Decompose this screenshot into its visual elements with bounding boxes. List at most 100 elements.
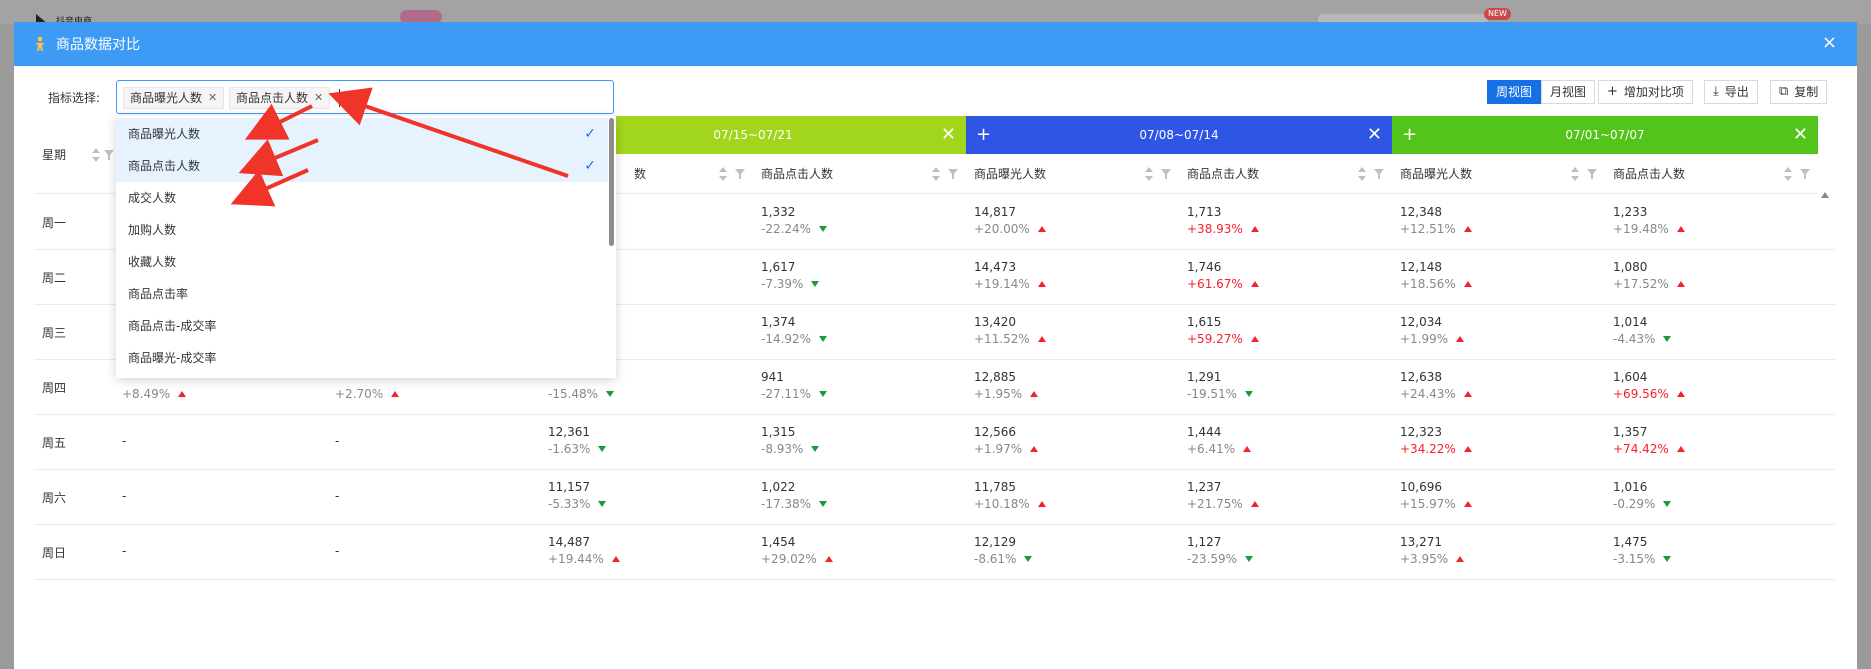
export-button[interactable]: ⤓ 导出 xyxy=(1704,80,1758,104)
week-view-button[interactable]: 周视图 xyxy=(1487,80,1542,104)
row-divider xyxy=(34,579,1835,580)
column-header-label: 商品点击人数 xyxy=(1613,167,1686,181)
cell-value: 12,034 xyxy=(1400,315,1442,329)
dropdown-option-label: 商品点击率 xyxy=(128,287,189,301)
download-icon: ⤓ xyxy=(1713,84,1719,99)
copy-button[interactable]: ⧉ 复制 xyxy=(1770,80,1828,104)
dropdown-option[interactable]: 商品曝光人数 ✓ xyxy=(116,118,608,150)
period-label: 07/08~07/14 xyxy=(1139,128,1219,142)
chip-remove-icon[interactable]: ✕ xyxy=(314,91,324,104)
cell-value: 1,233 xyxy=(1613,205,1648,219)
trend-up-icon xyxy=(1676,281,1685,287)
close-icon[interactable]: ✕ xyxy=(1366,124,1382,145)
filter-icon[interactable] xyxy=(1800,169,1810,179)
cell-change-value: +59.27% xyxy=(1187,332,1243,346)
column-header-label: 数 xyxy=(634,167,647,181)
close-icon[interactable]: ✕ xyxy=(940,124,956,145)
trend-up-icon xyxy=(1250,281,1259,287)
month-view-button[interactable]: 月视图 xyxy=(1541,80,1596,104)
trend-down-icon xyxy=(1663,556,1672,562)
cell-value: 1,014 xyxy=(1613,315,1648,329)
close-icon[interactable]: ✕ xyxy=(1792,124,1808,145)
trend-down-icon xyxy=(811,446,820,452)
cell-change: -22.24% xyxy=(761,220,828,238)
filter-icon[interactable] xyxy=(104,150,114,160)
cell-change-value: +18.56% xyxy=(1400,277,1456,291)
cell-change: -5.33% xyxy=(548,495,607,513)
view-toggle: 周视图 月视图 xyxy=(1487,80,1596,104)
data-cell: 1,016 -0.29% xyxy=(1613,479,1672,513)
dropdown-scrollbar[interactable] xyxy=(609,118,614,246)
plus-icon[interactable]: + xyxy=(976,124,992,145)
period-label: 07/15~07/21 xyxy=(713,128,793,142)
row-divider xyxy=(34,249,1835,250)
sort-icon[interactable] xyxy=(719,167,727,181)
dropdown-option[interactable]: 商品曝光-成交率 xyxy=(116,342,608,374)
check-icon: ✓ xyxy=(584,126,596,142)
dropdown-option[interactable]: 商品点击-成交率 xyxy=(116,310,608,342)
cell-value: 1,332 xyxy=(761,205,796,219)
filter-icon[interactable] xyxy=(1161,169,1171,179)
filter-icon[interactable] xyxy=(948,169,958,179)
data-cell: 1,444 +6.41% xyxy=(1187,424,1252,458)
metric-select-input[interactable]: 商品曝光人数 ✕ 商品点击人数 ✕ xyxy=(116,80,614,114)
dropdown-option[interactable]: 加购人数 xyxy=(116,214,608,246)
empty-cell: - xyxy=(122,489,127,503)
data-cell: 1,022 -17.38% xyxy=(761,479,828,513)
cell-change: +1.99% xyxy=(1400,330,1465,348)
trend-up-icon xyxy=(1676,226,1685,232)
cell-change-value: -1.63% xyxy=(548,442,591,456)
filter-icon[interactable] xyxy=(735,169,745,179)
column-header: 商品曝光人数 xyxy=(966,154,1179,194)
add-compare-button[interactable]: + 增加对比项 xyxy=(1598,80,1693,104)
close-icon[interactable]: × xyxy=(1821,32,1837,53)
cell-change-value: +1.95% xyxy=(974,387,1023,401)
trend-up-icon xyxy=(1676,391,1685,397)
filter-icon[interactable] xyxy=(1374,169,1384,179)
cell-change-value: +74.42% xyxy=(1613,442,1669,456)
cell-change-value: +29.02% xyxy=(761,552,817,566)
column-header: 商品点击人数 xyxy=(1605,154,1818,194)
trend-up-icon xyxy=(1456,336,1465,342)
sort-icon[interactable] xyxy=(92,148,100,162)
data-cell: 12,034 +1.99% xyxy=(1400,314,1465,348)
dropdown-option[interactable]: 商品点击人数 ✓ xyxy=(116,150,608,182)
trend-up-icon xyxy=(391,391,400,397)
plus-icon: + xyxy=(1607,84,1618,99)
cell-change-value: +1.99% xyxy=(1400,332,1449,346)
trend-down-icon xyxy=(606,391,615,397)
trend-down-icon xyxy=(1663,336,1672,342)
cell-change: -0.29% xyxy=(1613,495,1672,513)
cell-change: -4.43% xyxy=(1613,330,1672,348)
filter-icon[interactable] xyxy=(1587,169,1597,179)
cell-change-value: -27.11% xyxy=(761,387,812,401)
dropdown-option-label: 商品曝光人数 xyxy=(128,127,201,141)
person-icon xyxy=(34,36,48,52)
cell-value: 12,566 xyxy=(974,425,1016,439)
data-cell: 10,696 +15.97% xyxy=(1400,479,1472,513)
trend-down-icon xyxy=(1663,501,1672,507)
trend-down-icon xyxy=(811,281,820,287)
plus-icon[interactable]: + xyxy=(1402,124,1418,145)
trend-up-icon xyxy=(1243,446,1252,452)
scroll-up-icon[interactable] xyxy=(1821,192,1829,198)
cell-change: -8.93% xyxy=(761,440,820,458)
cell-change: +6.41% xyxy=(1187,440,1252,458)
period-header: +07/01~07/07 ✕ xyxy=(1392,116,1818,154)
dropdown-option[interactable]: 商品点击率 xyxy=(116,278,608,310)
trend-up-icon xyxy=(824,556,833,562)
data-cell: 1,291 -19.51% xyxy=(1187,369,1254,403)
chip-remove-icon[interactable]: ✕ xyxy=(208,91,218,104)
sort-icon[interactable] xyxy=(1784,167,1792,181)
cell-value: 14,487 xyxy=(548,535,590,549)
sort-icon[interactable] xyxy=(1358,167,1366,181)
sort-icon[interactable] xyxy=(1145,167,1153,181)
dropdown-option[interactable]: 成交人数 xyxy=(116,182,608,214)
dropdown-option[interactable]: 收藏人数 xyxy=(116,246,608,278)
data-cell: 1,617 -7.39% xyxy=(761,259,820,293)
background-tag xyxy=(400,10,442,24)
cell-change: -27.11% xyxy=(761,385,828,403)
sort-icon[interactable] xyxy=(1571,167,1579,181)
data-cell: 1,233 +19.48% xyxy=(1613,204,1685,238)
sort-icon[interactable] xyxy=(932,167,940,181)
